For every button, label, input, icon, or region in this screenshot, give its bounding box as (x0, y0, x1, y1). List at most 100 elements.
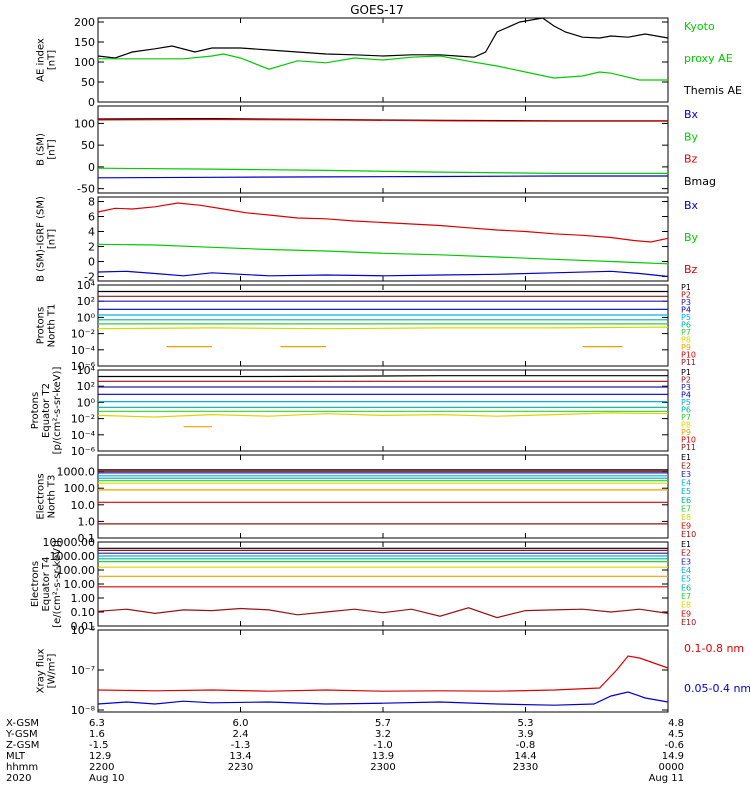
y-tick-label: 100.0 (64, 482, 96, 495)
series-line (97, 270, 669, 278)
y-tick-label: 10⁻⁶ (71, 445, 96, 458)
ephemeris-value: 2.4 (233, 729, 249, 740)
panel-frame (97, 541, 669, 627)
legend-label: P1 (681, 283, 691, 292)
legend-label: Themis AE (683, 84, 742, 97)
series-line (98, 53, 668, 81)
panel-prot_t1: 10⁻⁶ 10⁻⁴ 10⁻² 10⁰ 10² 10⁴ Protons North T1 P1P2… (36, 279, 697, 373)
legend-label: P4 (681, 391, 691, 400)
y-tick-label: 10⁴ (77, 279, 96, 292)
y-tick-label: 10⁻⁷ (71, 664, 95, 677)
y-tick-label: 50 (81, 139, 95, 152)
ephemeris-value: 1.6 (89, 729, 105, 740)
y-axis-label: [W/m²] (47, 653, 58, 688)
ephemeris-value: 3.9 (518, 729, 534, 740)
y-tick-label: 10⁻⁶ (71, 624, 96, 637)
series-line (97, 202, 669, 243)
legend-label: P2 (681, 376, 691, 385)
y-axis-label: Protons (30, 392, 41, 429)
legend-label: P10 (681, 436, 696, 445)
y-tick-label: 1000.00 (50, 550, 96, 563)
series-line (97, 655, 669, 692)
panel-ae: 0 50 100 150 200 AE index [nT] Kyoto proxy AE The… (36, 16, 742, 109)
y-tick-label: 50 (81, 76, 95, 89)
legend-label: E6 (681, 583, 691, 592)
legend-label: E10 (681, 530, 696, 539)
y-tick-label: 200 (74, 16, 95, 29)
legend-label: P11 (681, 358, 696, 367)
y-tick-label: -50 (77, 183, 95, 196)
legend-label: E4 (681, 479, 691, 488)
panel-frame (97, 454, 669, 539)
y-axis-label: North T3 (47, 475, 58, 519)
series-line (97, 326, 669, 330)
y-axis-label: Electrons (30, 561, 41, 607)
legend-label: P4 (681, 306, 691, 315)
ephemeris-value: -1.5 (89, 740, 109, 751)
ephemeris-value: 2200 (89, 762, 114, 773)
legend-label: E10 (681, 618, 696, 627)
legend-label: E2 (681, 462, 691, 471)
y-tick-label: 10² (77, 380, 95, 393)
legend-label: proxy AE (684, 52, 733, 65)
ephemeris-value: -1.0 (373, 740, 393, 751)
y-tick-label: 4 (88, 226, 95, 239)
legend-label: Kyoto (684, 20, 715, 33)
series-line (97, 167, 668, 174)
y-tick-label: 10⁰ (77, 396, 96, 409)
ephemeris-value: 4.5 (668, 729, 684, 740)
ephemeris-value: 14.9 (662, 751, 684, 762)
y-tick-label: 0.01 (71, 620, 96, 633)
panel-frame (97, 369, 669, 452)
legend-label: P6 (681, 406, 691, 415)
ephemeris-row-label: hhmm (6, 762, 38, 773)
y-axis-label: North T1 (47, 304, 58, 348)
y-tick-label: 0 (88, 256, 95, 269)
panel-frame (97, 284, 669, 367)
y-tick-label: 10000.00 (43, 536, 96, 549)
y-tick-label: 10⁻⁶ (71, 360, 96, 373)
y-tick-label: 100 (74, 56, 95, 69)
legend-label: Bx (684, 108, 699, 121)
y-tick-label: 8 (88, 196, 95, 209)
ephemeris-value: 13.4 (229, 751, 251, 762)
legend-label: P3 (681, 298, 691, 307)
ephemeris-value: -0.8 (516, 740, 536, 751)
y-tick-label: -2 (84, 271, 95, 284)
y-tick-label: 6 (88, 211, 95, 224)
ephemeris-value: 12.9 (89, 751, 111, 762)
series-line (97, 243, 669, 265)
legend-label: P7 (681, 413, 691, 422)
legend-label: E7 (681, 504, 691, 513)
y-tick-label: 10⁻⁴ (71, 429, 96, 442)
panel-bdiff: -2 0 2 4 6 8 B (SM)-IGRF (SM) [nT] Bx By Bz (36, 196, 699, 284)
y-tick-label: 0 (88, 96, 95, 109)
legend-label: E5 (681, 575, 691, 584)
series-line (97, 412, 669, 418)
y-axis-label: Protons (36, 307, 47, 344)
y-tick-label: 0.1 (78, 532, 96, 545)
panel-prot_t2: 10⁻⁶ 10⁻⁴ 10⁻² 10⁰ 10² 10⁴ Protons Equator T2 [p… (30, 364, 696, 458)
y-tick-label: 0.10 (71, 606, 96, 619)
legend-label: E4 (681, 566, 691, 575)
legend-label: P8 (681, 336, 691, 345)
y-tick-label: 10⁰ (77, 311, 96, 324)
y-tick-label: 1.0 (78, 515, 96, 528)
series-line (97, 17, 669, 59)
legend-label: P6 (681, 321, 691, 330)
series-line (97, 691, 669, 706)
y-tick-label: 10⁻⁴ (71, 344, 96, 357)
y-axis-label: [nT] (47, 50, 58, 70)
legend-label: By (684, 231, 699, 244)
legend-label: E8 (681, 513, 691, 522)
y-tick-label: 100 (74, 117, 95, 130)
ephemeris-row-label: Y-GSM (5, 729, 38, 740)
ephemeris-value: 3.2 (375, 729, 391, 740)
ephemeris-value: 0000 (659, 762, 684, 773)
legend-label: P3 (681, 383, 691, 392)
y-tick-label: 10⁴ (77, 364, 96, 377)
legend-label: E9 (681, 521, 691, 530)
